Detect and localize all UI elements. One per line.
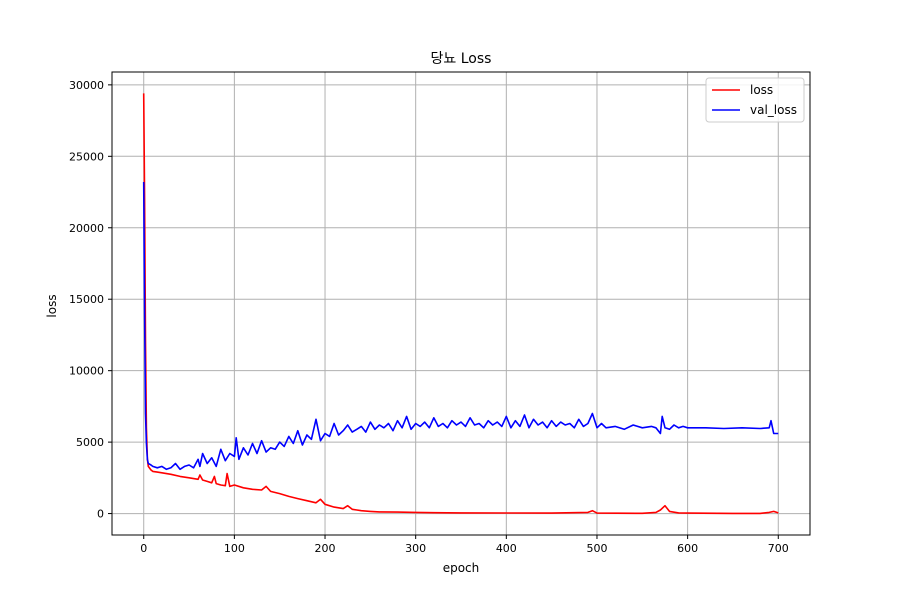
y-axis: 0 5000 10000 15000 20000 25000 30000: [69, 79, 112, 521]
x-tick-label: 600: [677, 542, 698, 555]
y-axis-label: loss: [45, 294, 59, 317]
y-tick-label: 15000: [69, 293, 104, 306]
y-tick-label: 25000: [69, 150, 104, 163]
y-tick-label: 10000: [69, 365, 104, 378]
legend-label: loss: [750, 83, 773, 97]
x-tick-label: 0: [140, 542, 147, 555]
x-tick-label: 300: [405, 542, 426, 555]
x-tick-label: 500: [586, 542, 607, 555]
y-tick-label: 0: [97, 508, 104, 521]
legend-label: val_loss: [750, 103, 797, 117]
legend-box: [705, 77, 805, 123]
chart-title: 당뇨 Loss: [431, 51, 492, 67]
series-line-val-loss: [142, 181, 779, 471]
x-axis-label: epoch: [443, 561, 480, 575]
y-tick-label: 20000: [69, 222, 104, 235]
x-tick-label: 100: [224, 542, 245, 555]
grid: [112, 72, 810, 535]
x-axis: 0 100 200 300 400 500 600 700: [140, 535, 789, 555]
y-tick-label: 30000: [69, 79, 104, 92]
x-tick-label: 400: [496, 542, 517, 555]
series-layer: [142, 93, 779, 515]
series-line-loss: [142, 93, 779, 515]
x-tick-label: 200: [315, 542, 336, 555]
y-tick-label: 5000: [76, 436, 104, 449]
axes-frame: [111, 71, 811, 536]
legend: loss val_loss: [705, 77, 805, 123]
x-tick-label: 700: [768, 542, 789, 555]
